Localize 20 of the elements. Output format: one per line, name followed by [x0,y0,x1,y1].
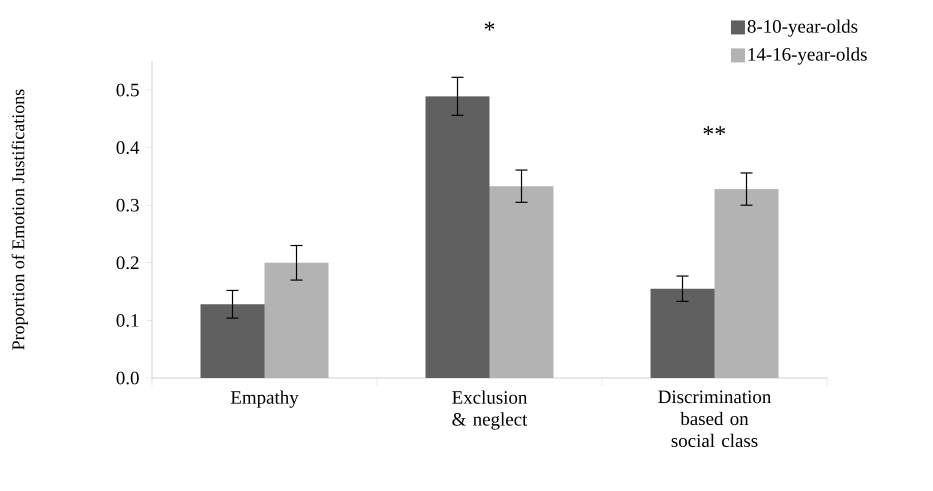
y-tick-label: 0.2 [116,256,138,270]
bar [426,96,490,378]
y-tick-label: 0.4 [116,141,140,154]
annotation: ** [703,126,726,135]
legend-label: 14-16-year-olds [748,47,867,65]
bar [650,288,715,378]
bar [200,304,264,378]
bar [714,189,779,378]
y-tick-label: 0.0 [116,372,139,384]
text: * [484,22,494,30]
y-tick-label: 0.1 [116,314,138,327]
x-tick-label: Discrimination based on social class [658,390,772,448]
bar [490,186,554,378]
y-tick-label: 0.3 [116,198,139,212]
x-tick-label: Exclusion & neglect [452,390,528,430]
bar [264,262,328,378]
y-tick-label: 0.5 [116,84,139,96]
y-axis-title: Proportion of Emotion Justifications [12,89,28,350]
x-tick-label: Empathy [230,390,299,408]
legend-label: 8-10-year-olds [748,19,858,37]
